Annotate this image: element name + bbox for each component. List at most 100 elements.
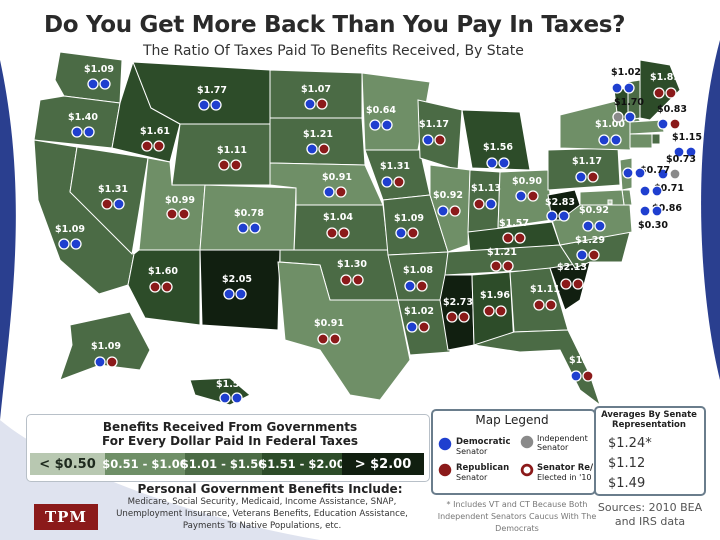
state-value-label-or: $1.40 [68, 112, 98, 123]
state-value-label-wv: $2.83 [545, 197, 575, 208]
state-value-label-ia: $1.31 [380, 161, 410, 172]
senator-dot-in-1 [473, 198, 485, 210]
state-value-label-la: $1.02 [404, 306, 434, 317]
legend-democratic-label: Democratic Senator [456, 437, 511, 457]
band-101-150: $1.01 - $1.50 [181, 453, 266, 475]
bands-legend-title: Benefits Received From Governments For E… [101, 420, 359, 448]
senator-dot-de-2 [651, 185, 663, 197]
averages-box [594, 406, 706, 496]
state-value-label-ct: $0.73 [666, 154, 696, 165]
senator-dot-ca-1 [58, 238, 70, 250]
state-value-label-ne: $0.91 [322, 172, 352, 183]
senator-dot-tn-1 [490, 260, 502, 272]
band-gt-200: > $2.00 [342, 453, 424, 475]
state-value-label-ar: $1.08 [403, 265, 433, 276]
state-value-label-me: $1.89 [650, 72, 680, 83]
senator-dot-ms-1 [446, 311, 458, 323]
senator-dot-nm-2 [235, 288, 247, 300]
us-choropleth-map: $1.09 $1.40 $1.09 $1.31 $1.61 $1.77 $1.11 $0.99… [33, 51, 702, 407]
senator-dot-ga-1 [533, 299, 545, 311]
senator-dot-nj-1 [622, 167, 634, 179]
state-value-label-id: $1.61 [140, 126, 170, 137]
state-value-label-il: $0.92 [433, 190, 463, 201]
senator-dot-ga-2 [545, 299, 557, 311]
senator-dot-tx-1 [317, 333, 329, 345]
senator-dot-sd-2 [318, 143, 330, 155]
republican-symbol [437, 462, 453, 478]
state-value-label-vt: $1.70 [614, 97, 644, 108]
senator-dot-la-1 [406, 321, 418, 333]
state-value-label-ca: $1.09 [55, 224, 85, 235]
senator-dot-ny-2 [610, 134, 622, 146]
footnote: * Includes VT and CT Because Both Indepe… [437, 500, 597, 533]
map-legend-title: Map Legend [475, 413, 549, 427]
state-value-label-sc: $2.13 [557, 262, 587, 273]
senator-dot-mi-1 [486, 157, 498, 169]
senator-dot-nd-1 [304, 98, 316, 110]
senator-dot-wv-1 [546, 210, 558, 222]
senator-dot-nm-1 [223, 288, 235, 300]
state-value-label-ok: $1.30 [337, 259, 367, 270]
senator-dot-ny-1 [598, 134, 610, 146]
sources-note: Sources: 2010 BEA and IRS data [597, 501, 703, 528]
senator-dot-va-2 [594, 220, 606, 232]
senator-dot-tx-2 [329, 333, 341, 345]
state-ak [59, 311, 151, 381]
senator-dot-sc-1 [560, 278, 572, 290]
state-value-label-az: $1.60 [148, 266, 178, 277]
reelected-symbol-inner [523, 466, 531, 474]
senator-dot-fl-1 [570, 370, 582, 382]
senator-dot-nc-2 [588, 249, 600, 261]
senator-dot-hi-1 [219, 392, 231, 404]
senator-dot-ma-2 [669, 118, 681, 130]
band-151-200: $1.51 - $2.00 [259, 453, 345, 475]
averages-title: Averages By Senate Representation [601, 410, 697, 430]
senator-dot-md-2 [651, 205, 663, 217]
senator-dot-mt-2 [210, 99, 222, 111]
state-value-label-nc: $1.29 [575, 235, 605, 246]
senator-dot-ut-2 [178, 208, 190, 220]
senator-dot-ar-2 [416, 280, 428, 292]
democratic-symbol [437, 436, 453, 452]
state-value-label-ak: $1.09 [91, 341, 121, 352]
senator-dot-me-1 [653, 87, 665, 99]
state-value-label-in: $1.13 [471, 183, 501, 194]
senator-dot-nh-2 [623, 82, 635, 94]
senator-dot-id-1 [141, 140, 153, 152]
state-value-label-ut: $0.99 [165, 195, 195, 206]
state-value-label-hi: $1.52 [216, 379, 246, 390]
state-value-label-ri: $1.15 [672, 132, 702, 143]
senator-dot-ok-2 [352, 274, 364, 286]
senator-dot-mn-1 [369, 119, 381, 131]
senator-dot-sc-2 [572, 278, 584, 290]
senator-dot-vt-1 [612, 111, 624, 123]
senator-dot-ca-2 [70, 238, 82, 250]
senator-dot-fl-2 [582, 370, 594, 382]
senator-dot-oh-1 [515, 190, 527, 202]
state-value-label-al: $1.96 [480, 290, 510, 301]
state-value-label-pa: $1.17 [572, 156, 602, 167]
benefits-text: Medicare, Social Security, Medicaid, Inc… [116, 497, 408, 531]
state-value-label-de: $0.71 [654, 183, 684, 194]
state-value-label-nm: $2.05 [222, 274, 252, 285]
senator-dot-ak-2 [106, 356, 118, 368]
senator-dot-in-2 [485, 198, 497, 210]
senator-dot-wv-2 [558, 210, 570, 222]
state-value-label-ms: $2.73 [443, 297, 473, 308]
state-value-label-ma: $0.83 [657, 104, 687, 115]
senator-dot-az-1 [149, 281, 161, 293]
senator-dot-wi-2 [434, 134, 446, 146]
state-mi [461, 109, 531, 171]
senator-dot-nh-1 [611, 82, 623, 94]
senator-dot-tn-2 [502, 260, 514, 272]
legend-reelected-label: Senator Re/Elected in '10 [537, 463, 594, 483]
senator-dot-wy-1 [218, 159, 230, 171]
legend-independent-label: Independent Senator [537, 434, 588, 452]
senator-dot-ks-1 [326, 227, 338, 239]
state-value-label-nv: $1.31 [98, 184, 128, 195]
state-value-label-mt: $1.77 [197, 85, 227, 96]
senator-dot-ms-2 [458, 311, 470, 323]
senator-dot-nj-2 [634, 167, 646, 179]
state-value-label-co: $0.78 [234, 208, 264, 219]
senator-dot-wa-1 [87, 78, 99, 90]
